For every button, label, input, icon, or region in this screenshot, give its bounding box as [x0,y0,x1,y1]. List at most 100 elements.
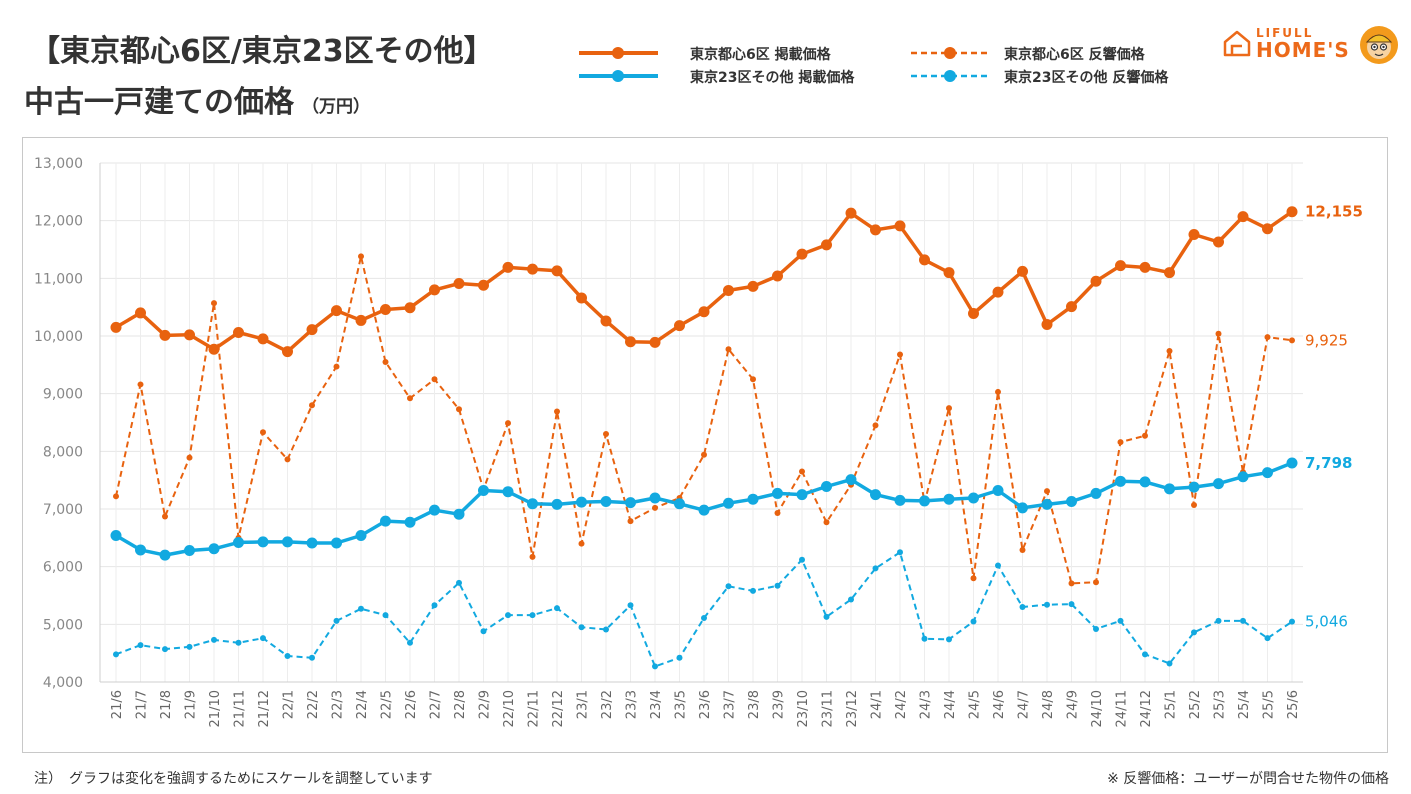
x-tick-label: 22/6 [404,690,419,719]
data-point [480,628,487,635]
chart-title-main: 中古一戸建ての価格 [24,85,294,120]
data-point [799,556,805,563]
chart-title-line1: 【東京都心6区/東京23区その他】 [30,34,494,69]
data-point [184,545,195,557]
end-value-label: 5,046 [1305,613,1348,631]
data-point [162,646,168,653]
data-point [676,654,683,661]
end-value-label: 9,925 [1305,331,1348,349]
data-point [429,504,440,516]
data-point [652,663,658,670]
legend-label: 東京23区その他 反響価格 [1004,70,1169,86]
data-point [845,474,857,486]
data-point [1139,476,1151,488]
x-tick-label: 22/12 [551,690,566,727]
x-tick-label: 23/6 [698,690,713,719]
data-point [1289,337,1295,344]
data-point [943,493,955,505]
x-tick-label: 23/8 [747,690,762,719]
data-point [1166,347,1173,354]
data-point [260,635,266,642]
x-tick-label: 23/5 [674,690,689,719]
data-point [894,494,906,506]
x-tick-label: 22/10 [502,690,517,727]
data-point [1117,617,1124,624]
data-point [1191,501,1197,508]
data-point [233,536,244,548]
data-point [796,489,808,501]
data-point [355,530,367,542]
data-point [1215,330,1222,337]
x-tick-label: 25/5 [1262,690,1277,719]
y-tick-label: 12,000 [34,214,83,230]
data-point [970,575,977,582]
data-point [309,402,315,409]
data-point [674,498,685,510]
data-point [919,254,930,266]
y-tick-label: 10,000 [34,329,83,345]
x-tick-label: 24/10 [1090,690,1105,727]
data-point [380,303,391,315]
data-point [625,336,636,348]
data-point [1066,496,1077,508]
data-point [404,516,416,528]
data-point [1262,467,1273,479]
data-point [600,496,612,508]
house-icon [1223,30,1251,57]
data-point [1166,660,1173,667]
data-point [870,224,881,236]
x-tick-label: 25/1 [1164,690,1179,719]
data-point [208,343,220,355]
data-point [603,626,609,633]
series-group [110,457,1298,561]
logo-text-top: LIFULL [1256,26,1314,40]
data-point [551,265,563,277]
series-group [113,549,1295,670]
data-point [627,602,634,609]
data-point [331,537,342,549]
data-point [135,544,146,556]
data-point [431,376,438,383]
data-point [505,420,511,427]
data-point [1237,471,1249,483]
data-point [600,315,612,327]
data-point [1191,629,1197,636]
x-tick-label: 21/7 [135,690,150,719]
x-tick-label: 24/5 [968,690,983,719]
data-point [1164,483,1175,495]
x-tick-label: 24/7 [1017,690,1032,719]
footnote-scale: 注） グラフは変化を強調するためにスケールを調整しています [34,771,433,787]
mascot-icon [1360,26,1398,64]
data-point [603,431,609,438]
x-tick-label: 24/12 [1139,690,1154,727]
x-tick-label: 23/3 [625,690,640,719]
x-tick-label: 22/1 [282,690,297,719]
data-point [799,468,805,475]
data-point [1017,265,1028,277]
data-point [649,336,661,348]
data-point [282,346,293,358]
legend-swatch [579,70,658,82]
data-point [478,485,489,497]
data-point [404,302,416,314]
data-point [186,643,193,650]
data-point [872,565,879,572]
chart-frame [22,137,1388,753]
end-value-label: 7,798 [1305,454,1352,472]
data-point [1262,223,1273,235]
data-point [159,549,171,561]
data-point [382,612,389,619]
data-point [257,333,269,345]
data-point [1041,498,1053,510]
data-point [456,406,462,413]
y-tick-label: 9,000 [43,387,83,403]
data-point [943,267,955,279]
x-tick-label: 22/8 [453,690,468,719]
data-point [872,422,879,429]
data-point [821,481,832,493]
data-point [970,618,977,625]
legend-label: 東京都心6区 掲載価格 [690,47,831,63]
x-tick-label: 21/9 [184,690,199,719]
data-point [1264,635,1271,642]
data-point [774,582,781,589]
